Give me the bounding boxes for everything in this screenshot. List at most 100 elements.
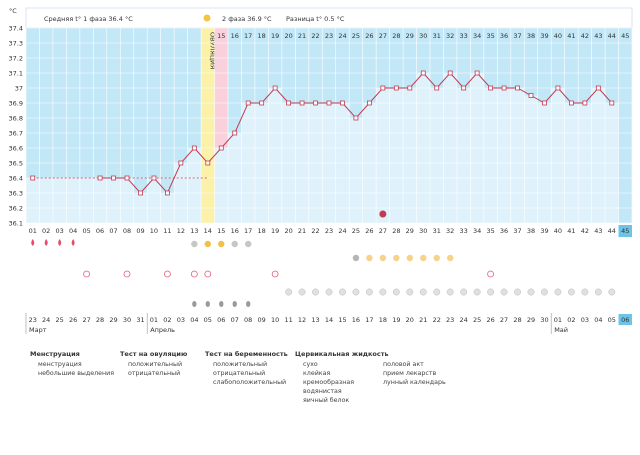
cervical-mucus-icon[interactable]: [219, 301, 224, 307]
ovulation-test-negative[interactable]: [231, 240, 238, 248]
pregnancy-test-weak-positive[interactable]: [447, 254, 454, 262]
temperature-point[interactable]: [393, 85, 399, 91]
medication-icon[interactable]: [500, 288, 508, 296]
pregnancy-test-weak-positive[interactable]: [406, 254, 413, 262]
lunar-calendar-icon[interactable]: [379, 210, 387, 218]
pregnancy-test-weak-positive[interactable]: [420, 254, 427, 262]
temperature-point[interactable]: [299, 100, 305, 106]
temperature-point[interactable]: [582, 100, 588, 106]
medication-icon[interactable]: [325, 288, 333, 296]
ovulation-test-positive[interactable]: [218, 240, 225, 248]
temperature-point[interactable]: [191, 145, 197, 151]
temperature-point[interactable]: [111, 175, 116, 181]
temperature-point[interactable]: [245, 100, 251, 106]
medication-icon[interactable]: [392, 288, 400, 296]
menstruation-icon[interactable]: [58, 239, 62, 246]
ovulation-test-negative[interactable]: [191, 240, 198, 248]
pregnancy-test-weak-positive[interactable]: [433, 254, 440, 262]
medication-icon[interactable]: [608, 288, 616, 296]
temperature-point[interactable]: [124, 175, 130, 181]
current-day-marker: [618, 225, 632, 237]
temperature-point[interactable]: [569, 100, 574, 106]
medication-icon[interactable]: [419, 288, 427, 296]
temperature-point[interactable]: [434, 85, 440, 91]
temperature-point[interactable]: [205, 160, 211, 166]
cervical-mucus-icon[interactable]: [192, 301, 197, 307]
temperature-point[interactable]: [286, 100, 292, 106]
temperature-point[interactable]: [151, 175, 157, 181]
temperature-point[interactable]: [259, 100, 265, 106]
intercourse-icon[interactable]: [163, 270, 171, 278]
temperature-point[interactable]: [272, 85, 278, 91]
temperature-point[interactable]: [515, 85, 520, 91]
medication-icon[interactable]: [379, 288, 387, 296]
temperature-point[interactable]: [326, 100, 332, 106]
medication-icon[interactable]: [487, 288, 495, 296]
temperature-point[interactable]: [542, 100, 547, 106]
medication-icon[interactable]: [460, 288, 468, 296]
pregnancy-test-weak-positive[interactable]: [393, 254, 400, 262]
intercourse-icon[interactable]: [190, 270, 198, 278]
medication-icon[interactable]: [473, 288, 481, 296]
intercourse-icon[interactable]: [487, 270, 495, 278]
temperature-point[interactable]: [30, 175, 36, 181]
medication-icon[interactable]: [339, 288, 346, 296]
temperature-point[interactable]: [232, 130, 238, 136]
menstruation-icon[interactable]: [31, 239, 35, 246]
medication-icon[interactable]: [541, 288, 548, 296]
temperature-point[interactable]: [501, 85, 507, 91]
temperature-point[interactable]: [218, 145, 224, 151]
medication-icon[interactable]: [433, 288, 441, 296]
intercourse-icon[interactable]: [204, 270, 212, 278]
ovulation-test-positive[interactable]: [204, 240, 211, 248]
temperature-point[interactable]: [407, 85, 413, 91]
medication-icon[interactable]: [365, 288, 373, 296]
temperature-point[interactable]: [164, 190, 170, 196]
menstruation-icon[interactable]: [44, 239, 48, 246]
temperature-point[interactable]: [474, 70, 480, 76]
cervical-mucus-icon[interactable]: [232, 301, 237, 307]
x-tick-label: 18: [258, 227, 266, 235]
temperature-point[interactable]: [447, 70, 453, 76]
temperature-point[interactable]: [313, 100, 318, 106]
temperature-point[interactable]: [366, 100, 372, 106]
temperature-point[interactable]: [528, 93, 534, 98]
medication-icon[interactable]: [298, 288, 306, 296]
temperature-point[interactable]: [178, 160, 184, 166]
pregnancy-test-weak-positive[interactable]: [379, 254, 387, 262]
temperature-point[interactable]: [138, 190, 143, 196]
cervical-mucus-icon[interactable]: [205, 301, 210, 307]
temperature-point[interactable]: [555, 85, 561, 91]
x-tick-label: 07: [109, 227, 117, 235]
temperature-point[interactable]: [380, 85, 386, 91]
temperature-point[interactable]: [595, 85, 601, 91]
medication-icon[interactable]: [285, 288, 293, 296]
cycle-day-header: 40: [554, 32, 562, 40]
temperature-point[interactable]: [420, 70, 426, 76]
medication-icon[interactable]: [446, 288, 454, 296]
medication-icon[interactable]: [406, 288, 414, 296]
medication-icon[interactable]: [567, 288, 575, 296]
medication-icon[interactable]: [514, 288, 521, 296]
medication-icon[interactable]: [312, 288, 319, 296]
temperature-point[interactable]: [353, 115, 359, 121]
temperature-point[interactable]: [609, 100, 615, 106]
intercourse-icon[interactable]: [271, 270, 279, 278]
intercourse-icon[interactable]: [83, 270, 90, 278]
pregnancy-test-weak-positive[interactable]: [366, 254, 373, 262]
medication-icon[interactable]: [594, 288, 602, 296]
menstruation-icon[interactable]: [71, 239, 75, 246]
temperature-point[interactable]: [461, 85, 467, 91]
cervical-mucus-icon[interactable]: [246, 301, 251, 307]
medication-icon[interactable]: [352, 288, 360, 296]
ovulation-test-negative[interactable]: [245, 240, 252, 248]
medication-icon[interactable]: [554, 288, 562, 296]
temperature-point[interactable]: [488, 85, 494, 91]
temperature-point[interactable]: [340, 100, 345, 106]
pregnancy-test-negative[interactable]: [352, 254, 360, 262]
medication-icon[interactable]: [527, 288, 535, 296]
temperature-point[interactable]: [97, 175, 103, 181]
medication-icon[interactable]: [581, 288, 589, 296]
intercourse-icon[interactable]: [123, 270, 131, 278]
